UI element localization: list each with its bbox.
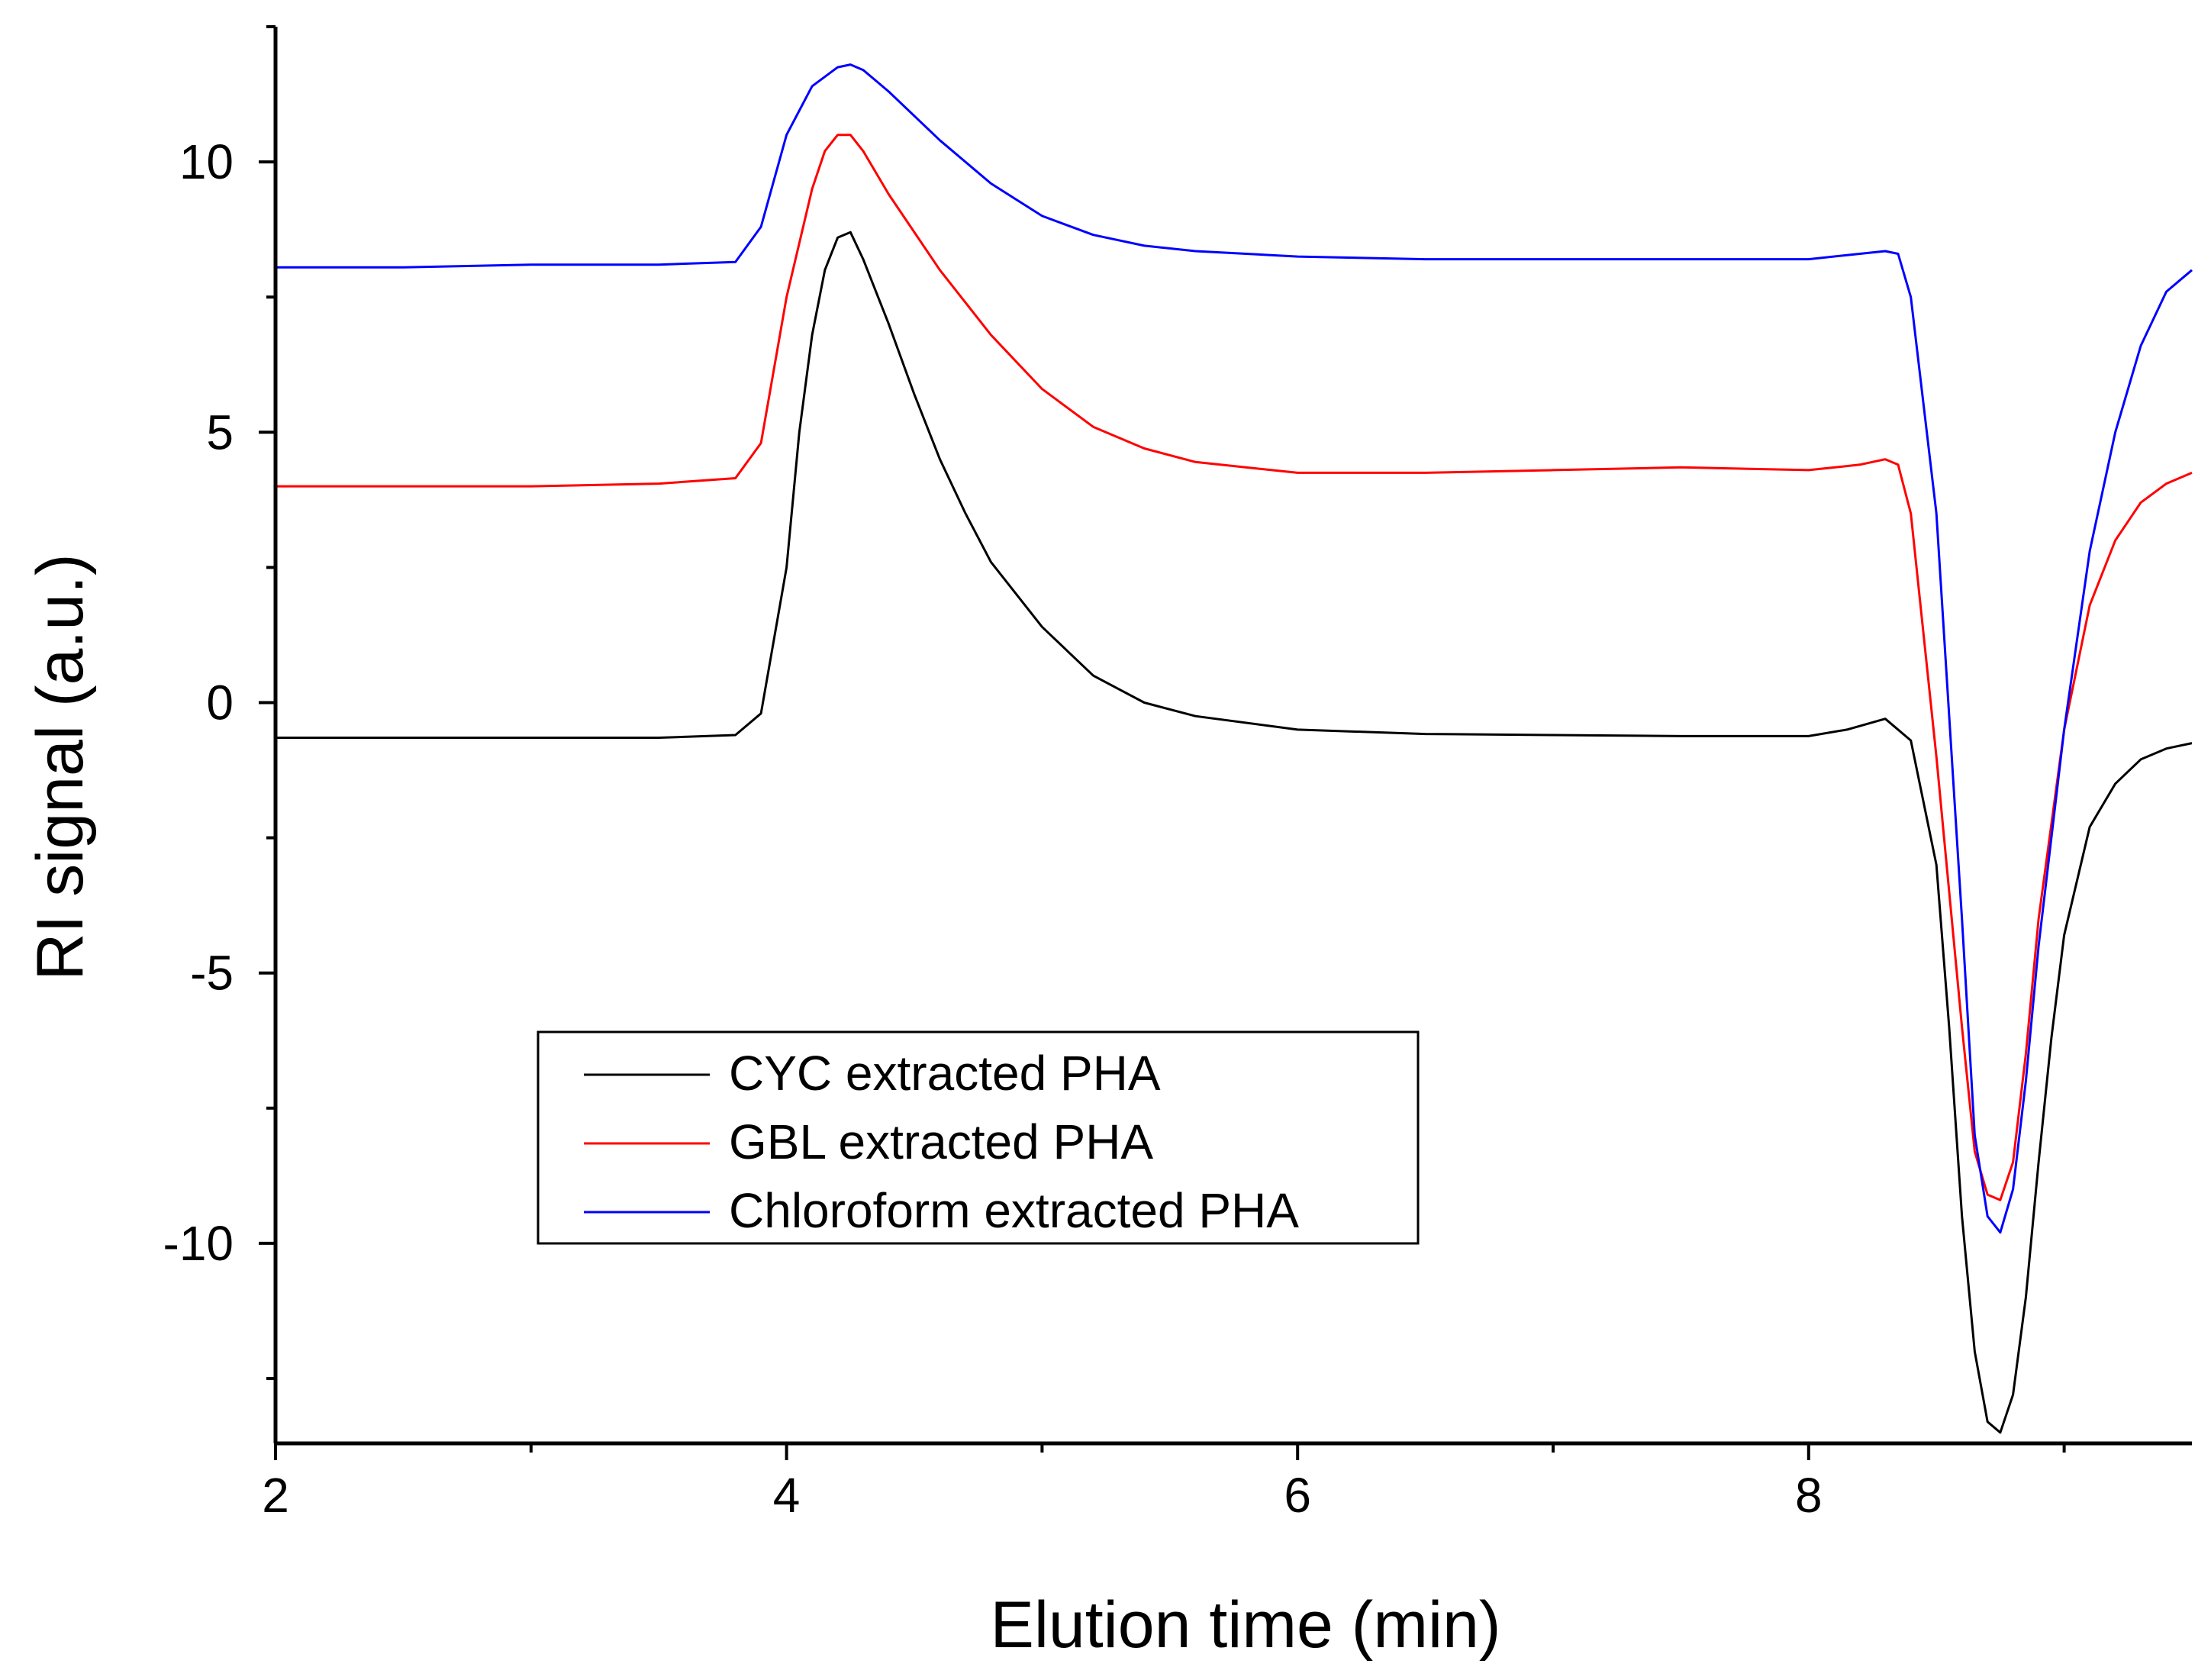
- axis-ticks: 2 4 6 8 -10 -5 0 5 10: [163, 25, 2066, 1523]
- y-tick-label--5: -5: [190, 946, 234, 1001]
- series-line-1: [276, 134, 2193, 1201]
- y-axis-title: RI signal (a.u.): [24, 553, 97, 980]
- x-axis-title: Elution time (min): [990, 1588, 1500, 1662]
- series-line-0: [276, 231, 2193, 1434]
- legend-label-cyc: CYC extracted PHA: [729, 1046, 1161, 1101]
- legend-label-gbl: GBL extracted PHA: [729, 1114, 1153, 1169]
- y-tick-label-5: 5: [206, 405, 234, 460]
- x-tick-label-8: 8: [1795, 1468, 1823, 1523]
- axes: [273, 27, 2192, 1446]
- y-tick-label-10: 10: [179, 134, 234, 189]
- y-tick-label--10: -10: [163, 1216, 234, 1271]
- y-tick-label-0: 0: [206, 675, 234, 730]
- legend-label-chloroform: Chloroform extracted PHA: [729, 1183, 1299, 1238]
- x-tick-label-6: 6: [1284, 1468, 1311, 1523]
- legend-box: [537, 1030, 1420, 1245]
- plot-lines: [276, 63, 2193, 1434]
- x-tick-label-4: 4: [773, 1468, 801, 1523]
- series-line-2: [276, 63, 2193, 1234]
- x-tick-label-2: 2: [262, 1468, 289, 1523]
- legend: CYC extracted PHA GBL extracted PHA Chlo…: [537, 1030, 1420, 1245]
